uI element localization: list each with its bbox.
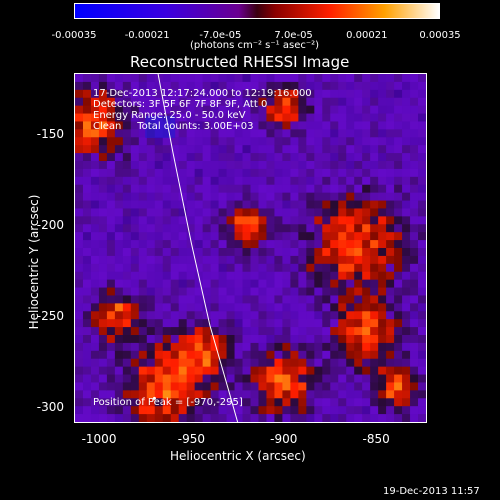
x-tick-label: -1000 [81,432,117,446]
peak-position-label: Position of Peak = [-970,-295] [93,397,243,408]
y-tick-label: -150 [36,127,64,142]
footer-timestamp: 19-Dec-2013 11:57 [383,486,480,497]
colorbar-label: (photons cm⁻² s⁻¹ asec⁻²) [190,40,320,51]
colorbar-tick-label: -0.00021 [124,30,170,41]
x-tick-label: -850 [362,432,390,446]
chart-title: Reconstructed RHESSI Image [130,53,350,71]
annotation-time: 17-Dec-2013 12:17:24.000 to 12:19:16.000 [93,88,312,99]
colorbar-tick-label: 0.00021 [346,30,388,41]
y-tick-label: -200 [36,218,64,233]
colorbar-tick-label: 0.00035 [419,30,461,41]
heatmap-image [75,74,426,422]
y-tick-label: -250 [36,309,64,324]
x-axis-label: Heliocentric X (arcsec) [170,449,306,463]
colorbar-tick-label: 7.0e-05 [274,30,313,41]
y-axis-label: Heliocentric Y (arcsec) [27,194,41,330]
annotation-clean: Clean Total counts: 3.00E+03 [93,121,254,132]
colorbar-tick-label: -0.00035 [51,30,97,41]
colorbar-tick-label: -7.0e-05 [199,30,242,41]
x-tick-label: -900 [270,432,298,446]
colorbar [74,3,440,19]
peak-marker [152,396,156,400]
annotation-detectors: Detectors: 3F 5F 6F 7F 8F 9F, Att 0 [93,99,268,110]
negative-flux-region [145,115,176,138]
y-tick-label: -300 [36,400,64,415]
solar-limb-line [157,74,239,422]
x-tick-label: -950 [177,432,205,446]
annotation-energy: Energy Range: 25.0 - 50.0 keV [93,110,246,121]
